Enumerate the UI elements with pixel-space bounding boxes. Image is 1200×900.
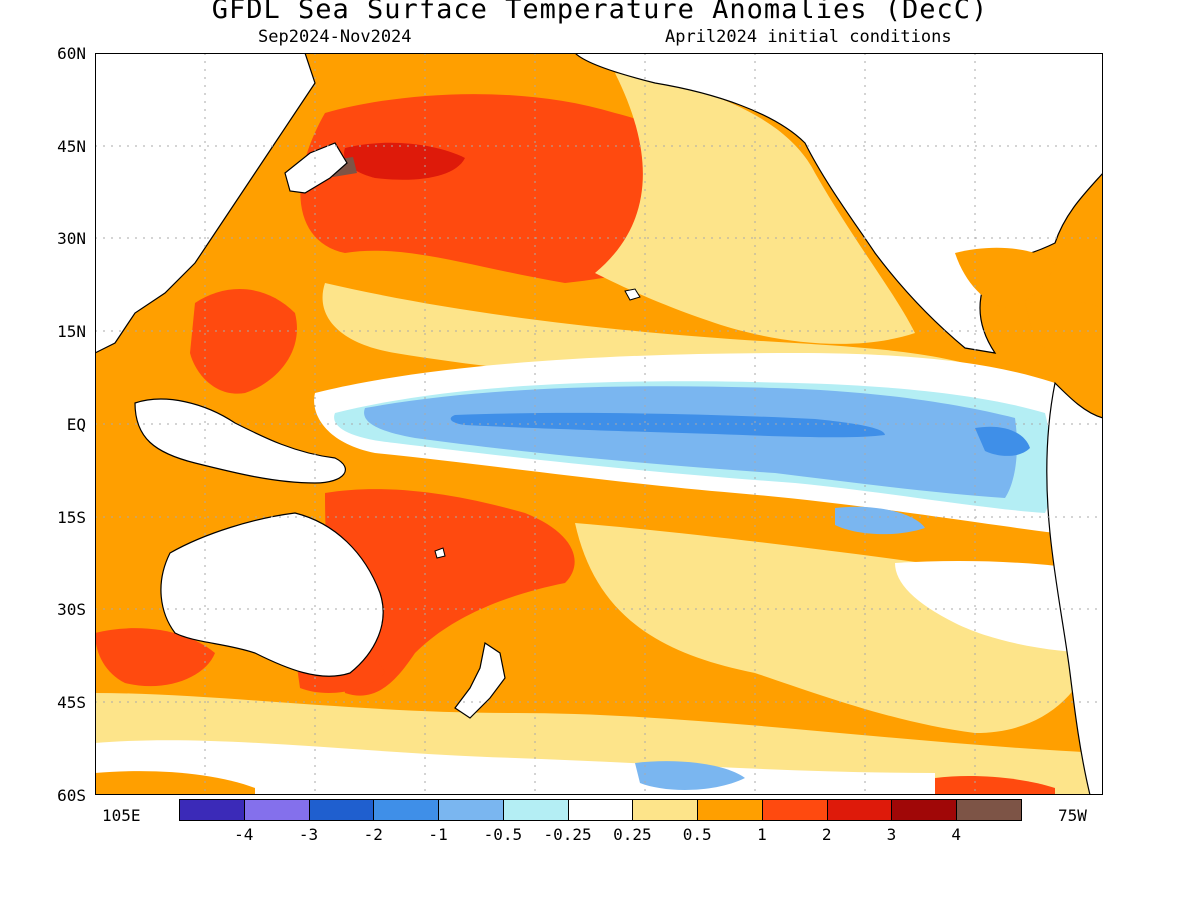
land-asia: [95, 53, 316, 354]
lat-tick-15s: 15S: [57, 508, 86, 527]
colorbar-swatch: [243, 799, 310, 821]
lon-label-left: 105E: [102, 806, 141, 825]
colorbar-swatch: [502, 799, 569, 821]
colorbar-label: 2: [821, 825, 832, 844]
lat-tick-30n: 30N: [57, 229, 86, 248]
lat-tick-60n: 60N: [57, 44, 86, 63]
forecast-period: Sep2024-Nov2024: [258, 27, 412, 47]
lat-tick-45n: 45N: [57, 137, 86, 156]
land-new-zealand: [454, 642, 506, 719]
colorbar-swatch: [308, 799, 375, 821]
map-frame: [95, 53, 1103, 795]
colorbar-label: 3: [886, 825, 897, 844]
map-title: GFDL Sea Surface Temperature Anomalies (…: [211, 0, 989, 25]
lon-label-right: 75W: [1058, 806, 1087, 825]
colorbar-swatch: [761, 799, 828, 821]
colorbar-swatch: [179, 799, 245, 821]
colorbar-swatch: [438, 799, 504, 821]
colorbar-label: 0.5: [682, 825, 712, 844]
anomaly-neutral-east: [895, 561, 1103, 653]
colorbar-label: -0.5: [483, 825, 523, 844]
graticule: [95, 53, 1103, 795]
anomaly-1c-southwest: [95, 628, 215, 687]
land-fiji: [434, 547, 446, 559]
sst-anomaly-map: [95, 53, 1103, 795]
colorbar-swatch: [891, 799, 958, 821]
anomaly-1c-south: [325, 489, 575, 696]
anomaly-1c-south-pole-strip: [935, 776, 1055, 795]
colorbar-swatch: [567, 799, 634, 821]
colorbar-swatch: [956, 799, 1022, 821]
lat-tick-60s: 60S: [57, 786, 86, 805]
land-caribbean-sea: [1025, 300, 1103, 355]
anomaly-neg1-equator: [450, 412, 885, 438]
colorbar-label: 1: [757, 825, 767, 844]
colorbar-label: -1: [428, 825, 448, 844]
land-japan: [284, 142, 348, 194]
lat-tick-45s: 45S: [57, 693, 86, 712]
colorbar-swatch: [373, 799, 440, 821]
lat-tick-15n: 15N: [57, 322, 86, 341]
colorbar: [179, 799, 1022, 821]
land-maritime-continent: [134, 398, 346, 484]
colorbar-label: -3: [298, 825, 319, 844]
anomaly-0p5-north-east: [595, 73, 915, 344]
colorbar-swatch: [826, 799, 893, 821]
colorbar-label: 4: [951, 825, 962, 844]
land-gulf-region: [955, 247, 1055, 308]
lat-tick-eq: EQ: [66, 415, 86, 434]
land-australia: [160, 512, 384, 677]
land-hawaii: [624, 288, 641, 301]
colorbar-swatch: [697, 799, 763, 821]
colorbar-label: 0.25: [613, 825, 652, 844]
colorbar-label: -0.25: [543, 825, 592, 844]
colorbar-label: -2: [363, 825, 383, 844]
anomaly-neg1-east: [975, 426, 1030, 456]
anomaly-1c-nw-coast: [190, 289, 297, 394]
anomaly-neg0p5-southeast: [835, 506, 925, 535]
colorbar-label: -4: [234, 825, 254, 844]
colorbar-swatch: [632, 799, 699, 821]
anomaly-2c-north: [344, 142, 465, 180]
lat-tick-30s: 30S: [57, 600, 86, 619]
initial-conditions: April2024 initial conditions: [665, 27, 952, 47]
anomaly-neg0p5-south: [635, 761, 745, 790]
anomaly-1-south-edge: [95, 771, 255, 795]
